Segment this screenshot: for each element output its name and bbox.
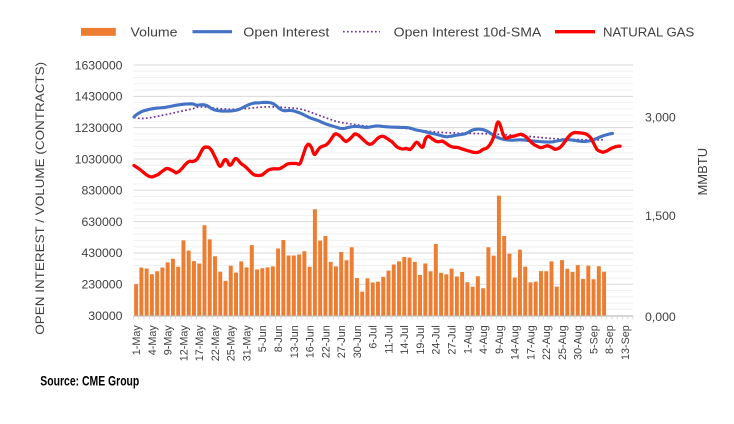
svg-text:5-Jun: 5-Jun — [257, 325, 269, 352]
svg-text:22-May: 22-May — [210, 325, 222, 362]
svg-text:Open Interest: Open Interest — [243, 24, 329, 39]
svg-text:17-Aug: 17-Aug — [525, 325, 537, 360]
svg-text:13-Jun: 13-Jun — [289, 325, 301, 358]
svg-text:16-Jun: 16-Jun — [305, 325, 317, 358]
svg-text:6-Jul: 6-Jul — [368, 325, 380, 348]
svg-text:13-Sep: 13-Sep — [620, 325, 632, 360]
svg-text:Volume: Volume — [131, 24, 178, 39]
svg-text:1430000: 1430000 — [75, 90, 123, 104]
svg-text:22-Jun: 22-Jun — [320, 325, 332, 358]
svg-text:12-May: 12-May — [178, 325, 190, 362]
svg-text:24-Jul: 24-Jul — [431, 325, 443, 354]
svg-text:1630000: 1630000 — [75, 58, 123, 72]
svg-text:5-Sep: 5-Sep — [589, 325, 601, 354]
svg-text:3,000: 3,000 — [645, 110, 676, 124]
svg-text:19-Jul: 19-Jul — [415, 325, 427, 354]
svg-text:1230000: 1230000 — [75, 121, 123, 135]
svg-text:30000: 30000 — [88, 309, 122, 323]
svg-text:14-Jul: 14-Jul — [399, 325, 411, 354]
svg-text:OPEN INTEREST / VOLUME (CONTRA: OPEN INTEREST / VOLUME (CONTRACTS) — [33, 62, 47, 335]
svg-text:9-Aug: 9-Aug — [494, 325, 506, 354]
svg-text:MMBTU: MMBTU — [695, 148, 710, 196]
svg-text:11-Jul: 11-Jul — [383, 325, 395, 354]
svg-text:8-Jun: 8-Jun — [273, 325, 285, 352]
svg-text:1,500: 1,500 — [645, 209, 676, 223]
svg-text:9-May: 9-May — [163, 325, 175, 356]
svg-text:30-Jun: 30-Jun — [352, 325, 364, 358]
svg-text:22-Aug: 22-Aug — [541, 325, 553, 360]
svg-text:4-May: 4-May — [147, 325, 159, 356]
svg-text:0,000: 0,000 — [645, 310, 676, 324]
svg-text:4-Aug: 4-Aug — [478, 325, 490, 354]
svg-text:Source: CME Group: Source: CME Group — [40, 372, 139, 388]
svg-text:1-Aug: 1-Aug — [462, 325, 474, 354]
svg-text:31-May: 31-May — [241, 325, 253, 362]
svg-text:25-Aug: 25-Aug — [557, 325, 569, 360]
svg-text:27-Jun: 27-Jun — [336, 325, 348, 358]
svg-text:230000: 230000 — [81, 278, 122, 292]
svg-text:8-Sep: 8-Sep — [604, 325, 616, 354]
svg-text:27-Jul: 27-Jul — [447, 325, 459, 354]
svg-text:430000: 430000 — [81, 246, 122, 260]
svg-text:830000: 830000 — [81, 184, 122, 198]
svg-text:1030000: 1030000 — [75, 152, 123, 166]
svg-text:14-Aug: 14-Aug — [510, 325, 522, 360]
svg-text:1-May: 1-May — [131, 325, 143, 356]
svg-text:30-Aug: 30-Aug — [573, 325, 585, 360]
svg-text:25-May: 25-May — [226, 325, 238, 362]
svg-text:630000: 630000 — [81, 215, 122, 229]
svg-text:Open Interest 10d-SMA: Open Interest 10d-SMA — [394, 24, 542, 39]
svg-text:NATURAL GAS: NATURAL GAS — [603, 24, 695, 39]
svg-text:17-May: 17-May — [194, 325, 206, 362]
